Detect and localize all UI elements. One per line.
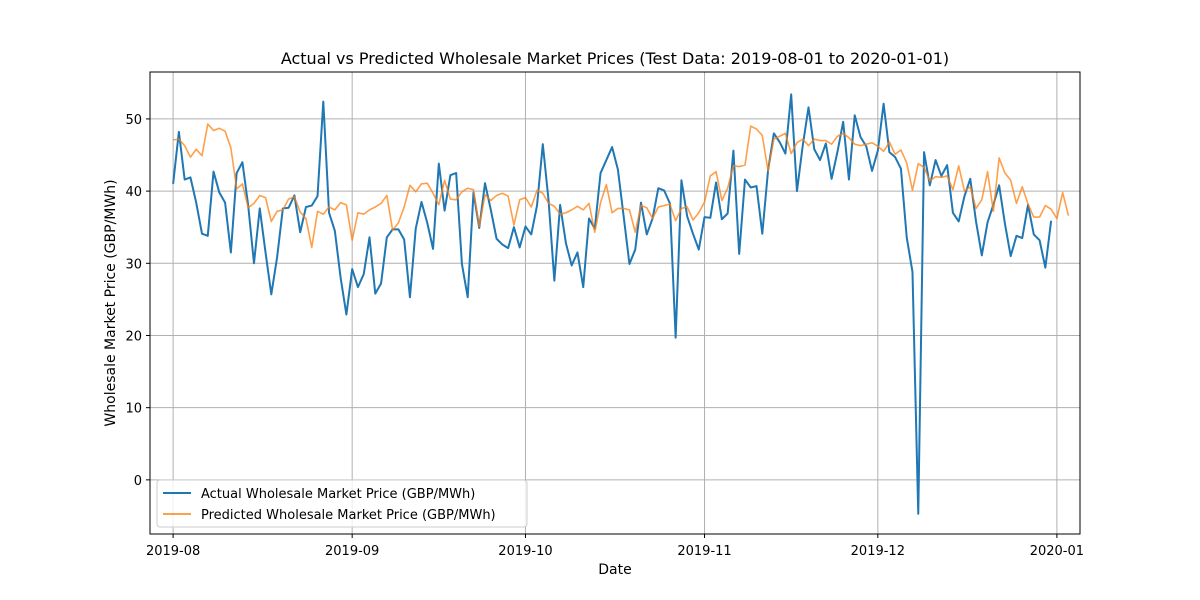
y-tick-label: 50 [125, 113, 142, 128]
legend: Actual Wholesale Market Price (GBP/MWh) P… [156, 479, 528, 528]
x-tick-label: 2019-12 [851, 544, 905, 559]
grid [150, 72, 1080, 534]
y-tick-label: 20 [125, 329, 142, 344]
legend-label-1: Predicted Wholesale Market Price (GBP/MW… [201, 508, 496, 523]
legend-label-0: Actual Wholesale Market Price (GBP/MWh) [201, 487, 475, 502]
y-tick-label: 30 [125, 257, 142, 272]
y-tick-label: 10 [125, 402, 142, 417]
x-tick-label: 2019-09 [325, 544, 379, 559]
series-0-group [172, 93, 1053, 515]
series-lines [172, 93, 1070, 515]
predicted-price-line [173, 123, 1070, 249]
actual-price-line [172, 93, 1053, 515]
y-axis-label: Wholesale Market Price (GBP/MWh) [103, 179, 119, 426]
plot-frame [149, 71, 1081, 535]
series-1-group [173, 123, 1070, 249]
x-tick-label: 2020-01 [1030, 544, 1084, 559]
y-tick-label: 40 [125, 185, 142, 200]
x-axis: 2019-08 2019-09 2019-10 2019-11 2019-12 2020-… [146, 534, 1084, 559]
legend-box [156, 479, 528, 528]
y-tick-label: 0 [134, 474, 142, 489]
y-axis: 0 10 20 30 40 50 [125, 113, 150, 489]
x-axis-label: Date [598, 562, 631, 578]
x-tick-label: 2019-08 [146, 544, 200, 559]
x-tick-label: 2019-10 [498, 544, 552, 559]
x-tick-label: 2019-11 [677, 544, 731, 559]
chart-title: Actual vs Predicted Wholesale Market Pri… [281, 49, 949, 68]
